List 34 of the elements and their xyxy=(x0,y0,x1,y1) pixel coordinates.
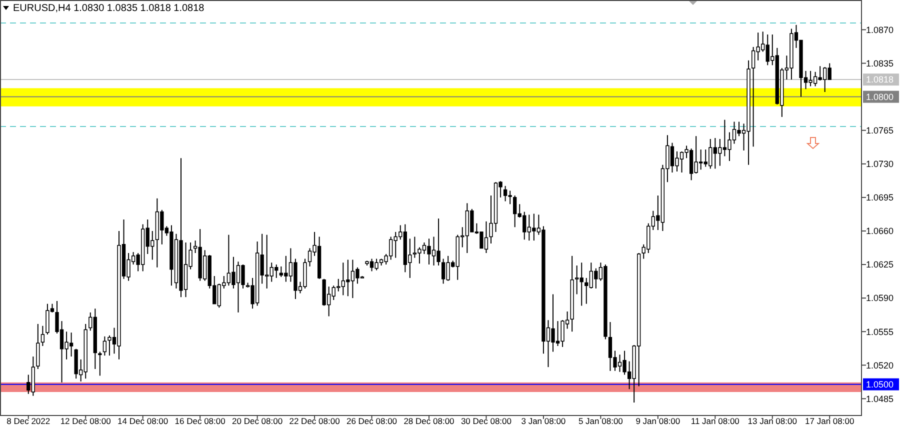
x-tick-label: 26 Dec 08:00 xyxy=(346,416,398,426)
y-tick-label: 1.0730 xyxy=(866,159,894,170)
y-tick-label: 1.0520 xyxy=(866,360,894,370)
y-tick-label: 1.0870 xyxy=(866,24,894,35)
x-tick-label: 14 Dec 08:00 xyxy=(118,416,168,426)
y-tick-label: 1.0765 xyxy=(866,125,894,136)
ref-line-label: 1.0800 xyxy=(866,92,894,102)
x-tick-label: 9 Jan 08:00 xyxy=(636,416,680,426)
ref-line-label: 1.0500 xyxy=(866,379,894,390)
x-tick-label: 16 Dec 08:00 xyxy=(174,416,226,426)
x-tick-label: 22 Dec 08:00 xyxy=(289,416,340,426)
y-tick-label: 1.0695 xyxy=(866,192,894,203)
y-tick-label: 1.0625 xyxy=(866,260,894,270)
candlestick xyxy=(102,336,107,356)
x-tick-label: 28 Dec 08:00 xyxy=(404,416,455,426)
ref-line-label: 1.0818 xyxy=(866,74,894,85)
chart-title: EURUSD,H4 1.0830 1.0835 1.0818 1.0818 xyxy=(13,3,205,14)
y-tick-label: 1.0555 xyxy=(866,326,894,337)
x-tick-label: 17 Jan 08:00 xyxy=(805,416,854,426)
candlestick xyxy=(98,351,102,376)
candlestick xyxy=(36,323,40,370)
y-tick-label: 1.0835 xyxy=(866,58,894,68)
x-tick-label: 11 Jan 08:00 xyxy=(690,416,740,426)
x-tick-label: 3 Jan 08:00 xyxy=(521,416,566,426)
candlestick xyxy=(40,325,45,346)
y-tick-label: 1.0590 xyxy=(866,293,894,304)
x-tick-label: 30 Dec 08:00 xyxy=(460,416,512,426)
x-tick-label: 8 Dec 2022 xyxy=(6,416,50,426)
x-tick-label: 12 Dec 08:00 xyxy=(60,416,112,426)
x-tick-label: 20 Dec 08:00 xyxy=(232,416,283,426)
x-tick-label: 13 Jan 08:00 xyxy=(748,416,798,426)
y-tick-label: 1.0660 xyxy=(866,226,894,236)
x-tick-label: 5 Jan 08:00 xyxy=(578,416,624,426)
y-tick-label: 1.0485 xyxy=(866,394,894,404)
